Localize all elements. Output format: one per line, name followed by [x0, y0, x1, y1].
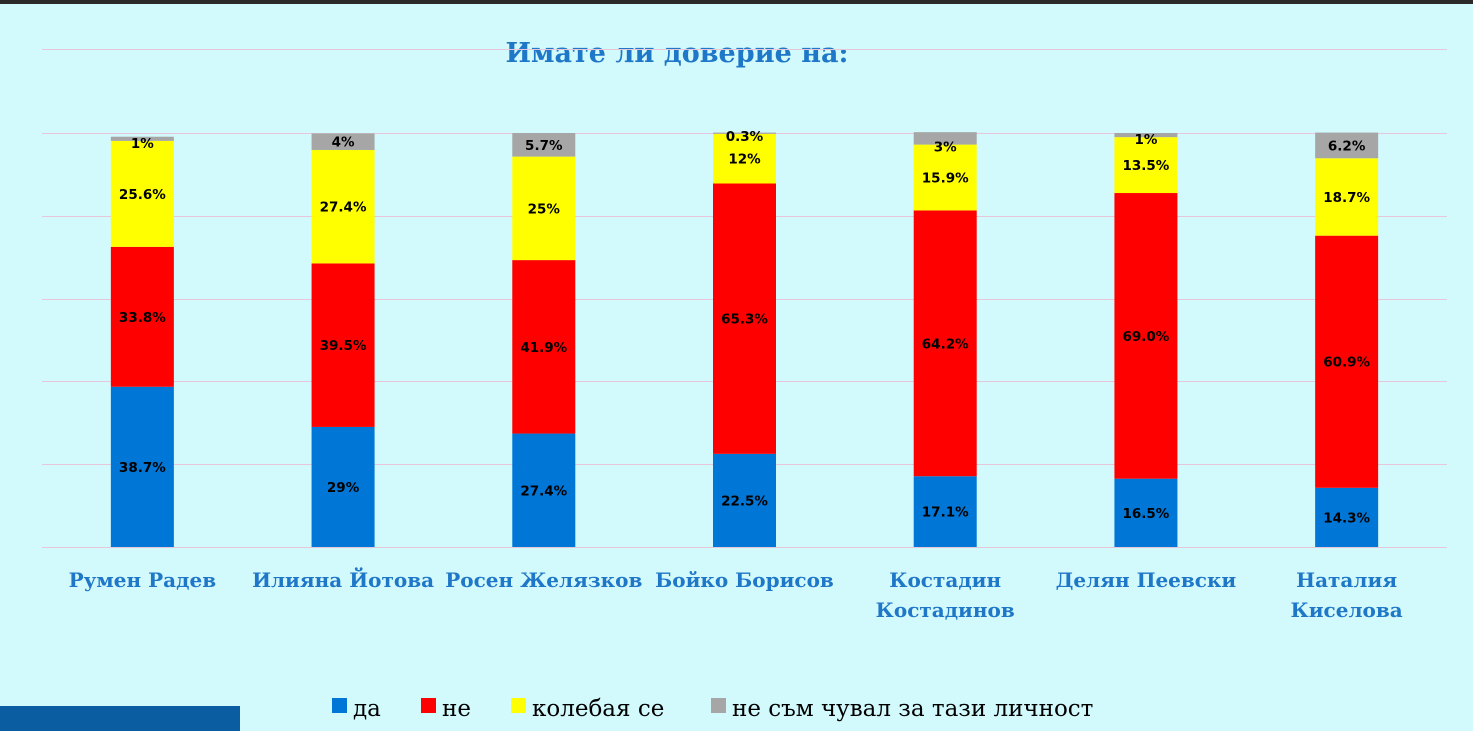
data-label: 1%: [1134, 132, 1157, 148]
bar-segment: [311, 263, 375, 427]
category-label: Бойко Борисов: [655, 568, 834, 592]
data-label: 0.3%: [726, 129, 764, 145]
data-label: 25.6%: [119, 187, 166, 203]
footer-accent-block: [0, 706, 240, 731]
bar-segment: [311, 149, 375, 264]
bar-segment: [713, 132, 776, 134]
legend-swatch: [421, 698, 436, 713]
category-label: Костадинов: [876, 598, 1015, 622]
category-label: Росен Желязков: [445, 568, 642, 592]
bar-segment: [110, 386, 174, 547]
data-label: 39.5%: [320, 338, 367, 354]
legend-label: не съм чувал за тази личност: [732, 696, 1093, 722]
data-label: 64.2%: [922, 336, 969, 352]
bar-segment: [713, 133, 776, 184]
bar-segment: [913, 210, 977, 477]
data-label: 6.2%: [1328, 138, 1366, 154]
data-label: 65.3%: [721, 312, 768, 328]
bar-segment: [1315, 235, 1379, 488]
bar-segment: [110, 246, 174, 387]
bar-segment: [512, 156, 576, 261]
legend-swatch: [511, 698, 526, 713]
bar-segment: [110, 140, 174, 247]
bar-segment: [913, 476, 977, 547]
legend: да не колебая се не съм чувал за тази лично…: [332, 696, 1093, 722]
bar-segment: [1315, 487, 1379, 547]
top-border: [0, 0, 1473, 4]
bar-segment: [1114, 133, 1178, 138]
data-label: 3%: [934, 140, 957, 156]
bar-segment: [1315, 158, 1379, 236]
bar-segment: [1315, 132, 1379, 159]
legend-label: колебая се: [532, 696, 664, 722]
bar-segment: [512, 260, 576, 434]
bar-segment: [1114, 137, 1178, 194]
data-label: 25%: [528, 201, 561, 217]
data-label: 27.4%: [520, 483, 567, 499]
bar-segment: [1114, 478, 1178, 547]
bar-segment: [713, 183, 776, 454]
bar-segment: [713, 453, 776, 547]
data-label: 5.7%: [525, 138, 563, 154]
category-label: Киселова: [1291, 598, 1403, 622]
data-label: 22.5%: [721, 493, 768, 509]
data-label: 14.3%: [1323, 510, 1370, 526]
category-label: Наталия: [1296, 568, 1397, 592]
category-label: Румен Радев: [69, 568, 217, 592]
bar-segment: [110, 136, 174, 141]
data-label: 13.5%: [1123, 158, 1170, 174]
bar-segment: [311, 426, 375, 547]
data-label: 12%: [728, 152, 761, 168]
data-label: 69.0%: [1123, 329, 1170, 345]
data-label: 33.8%: [119, 310, 166, 326]
category-labels: Румен Радев Илияна Йотова Росен Желязков Бо…: [69, 566, 1403, 622]
legend-swatch: [711, 698, 726, 713]
bar-segment: [512, 433, 576, 547]
data-label: 18.7%: [1323, 190, 1370, 206]
data-label: 17.1%: [922, 505, 969, 521]
category-label: Костадин: [889, 568, 1001, 592]
data-label: 38.7%: [119, 460, 166, 476]
category-label: Делян Пеевски: [1056, 568, 1237, 592]
data-label: 16.5%: [1123, 506, 1170, 522]
bar-segment: [913, 132, 977, 145]
legend-label: не: [442, 696, 471, 722]
bar-segment: [913, 144, 977, 211]
chart-title: Имате ли доверие на:: [506, 38, 849, 69]
data-labels: 38.7% 33.8% 25.6% 1% 29% 39.5% 27.4% 4% 27.4% 41.…: [119, 129, 1371, 527]
bar-segment: [512, 133, 576, 157]
data-label: 41.9%: [520, 340, 567, 356]
data-label: 15.9%: [922, 171, 969, 187]
legend-label: да: [353, 696, 381, 722]
data-label: 4%: [332, 135, 355, 151]
data-label: 1%: [131, 136, 154, 152]
category-label: Илияна Йотова: [252, 566, 434, 592]
data-label: 29%: [327, 480, 360, 496]
legend-swatch: [332, 698, 347, 713]
bar-segment: [1114, 193, 1178, 479]
data-label: 27.4%: [320, 200, 367, 216]
gridlines: [42, 49, 1447, 548]
data-label: 60.9%: [1323, 355, 1370, 371]
bars: [110, 132, 1379, 547]
bar-segment: [311, 133, 375, 150]
